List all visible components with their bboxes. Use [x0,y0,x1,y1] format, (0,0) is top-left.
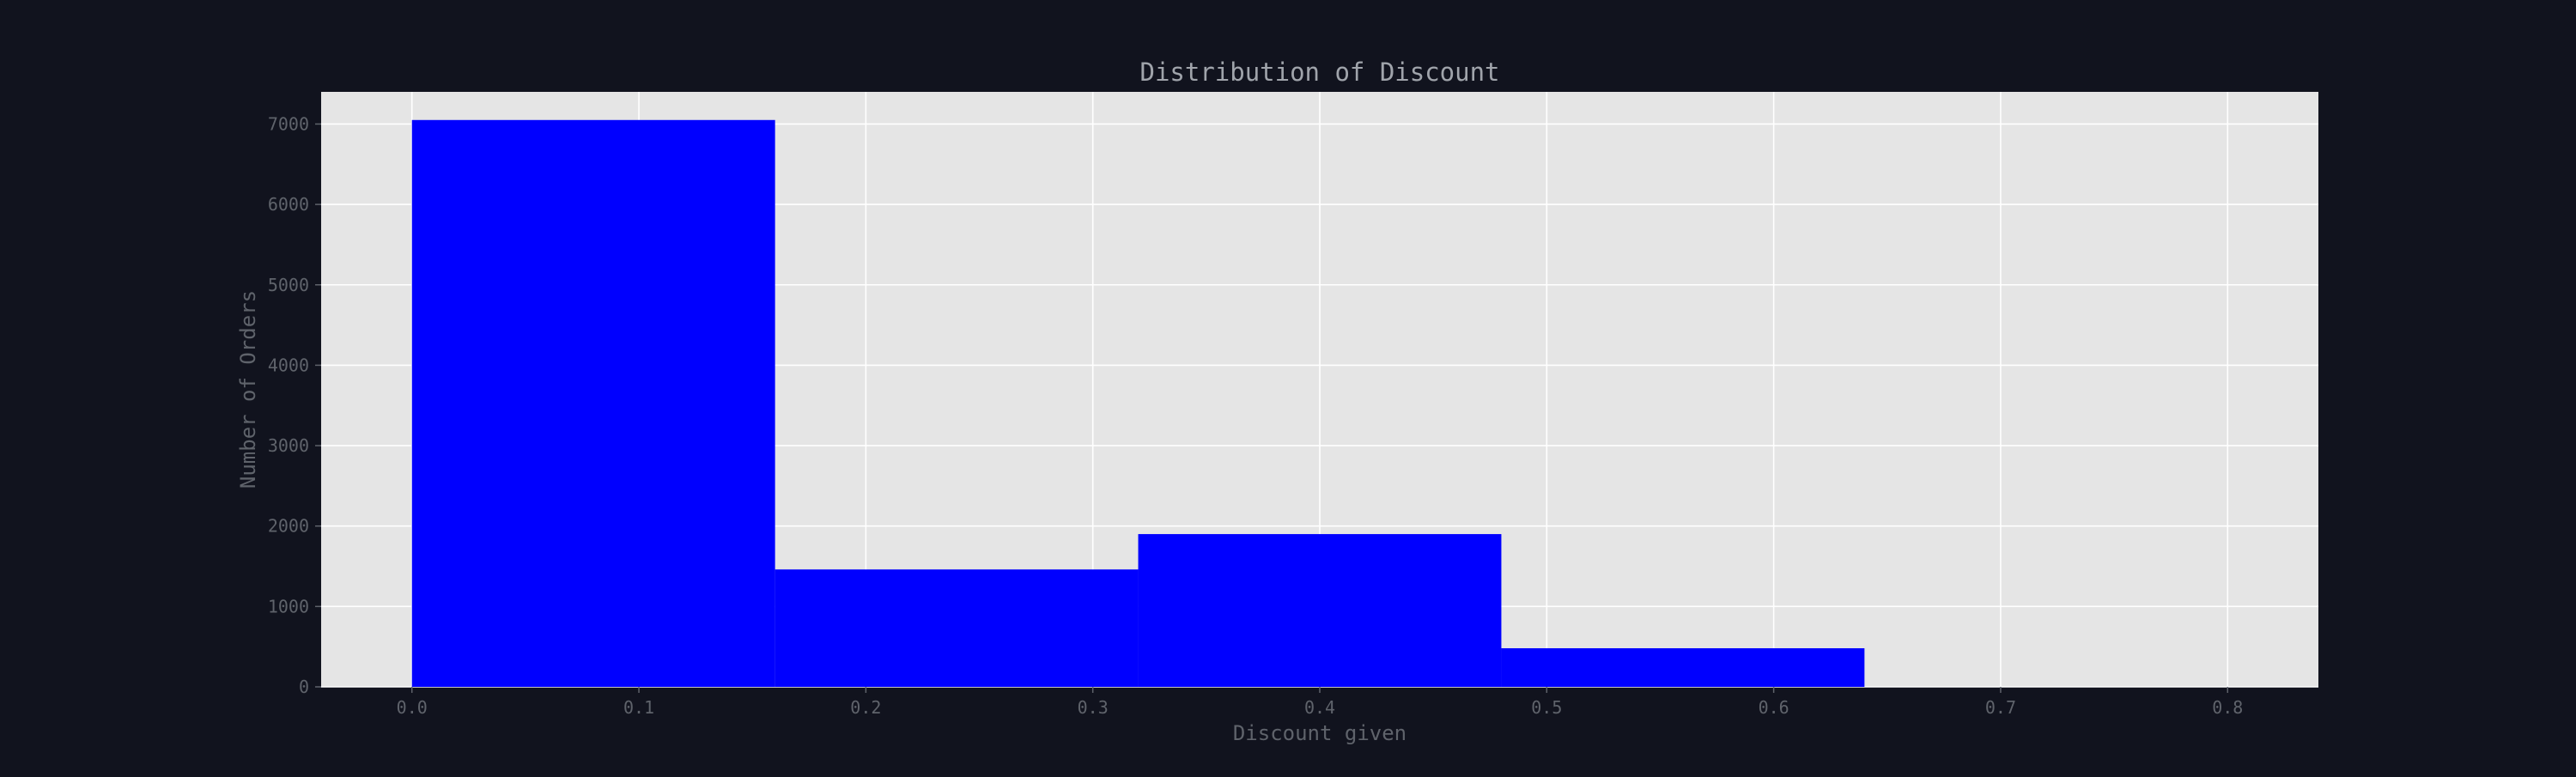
y-tick-label: 0 [299,677,309,697]
x-tick-label: 0.7 [1985,697,2016,718]
histogram-bars [411,119,1865,687]
histogram-bar [1138,534,1502,687]
y-tick-label: 6000 [268,194,309,215]
y-tick-label: 4000 [268,355,309,375]
chart-title: Distribution of Discount [1139,58,1499,87]
x-tick-label: 0.0 [397,697,428,718]
x-tick-label: 0.4 [1304,697,1335,718]
x-tick-label: 0.6 [1759,697,1789,718]
x-tick-label: 0.2 [850,697,881,718]
y-tick-label: 5000 [268,275,309,295]
y-tick-label: 2000 [268,516,309,537]
y-tick-label: 7000 [268,113,309,134]
y-axis-label: Number of Orders [236,290,260,489]
y-tick-label: 3000 [268,435,309,456]
x-axis-label: Discount given [1233,721,1406,745]
x-tick-label: 0.8 [2212,697,2243,718]
x-tick-label: 0.3 [1078,697,1109,718]
histogram-bar [1501,648,1865,687]
x-tick-label: 0.5 [1531,697,1562,718]
histogram-bar [411,119,775,687]
y-tick-label: 1000 [268,596,309,616]
x-axis-ticks: 0.0 0.1 0.2 0.3 0.4 0.5 0.6 0.7 0.8 [397,687,2243,718]
histogram-bar [775,569,1139,687]
x-tick-label: 0.1 [623,697,654,718]
y-axis-ticks: 0 1000 2000 3000 4000 5000 6000 7000 [268,113,321,697]
